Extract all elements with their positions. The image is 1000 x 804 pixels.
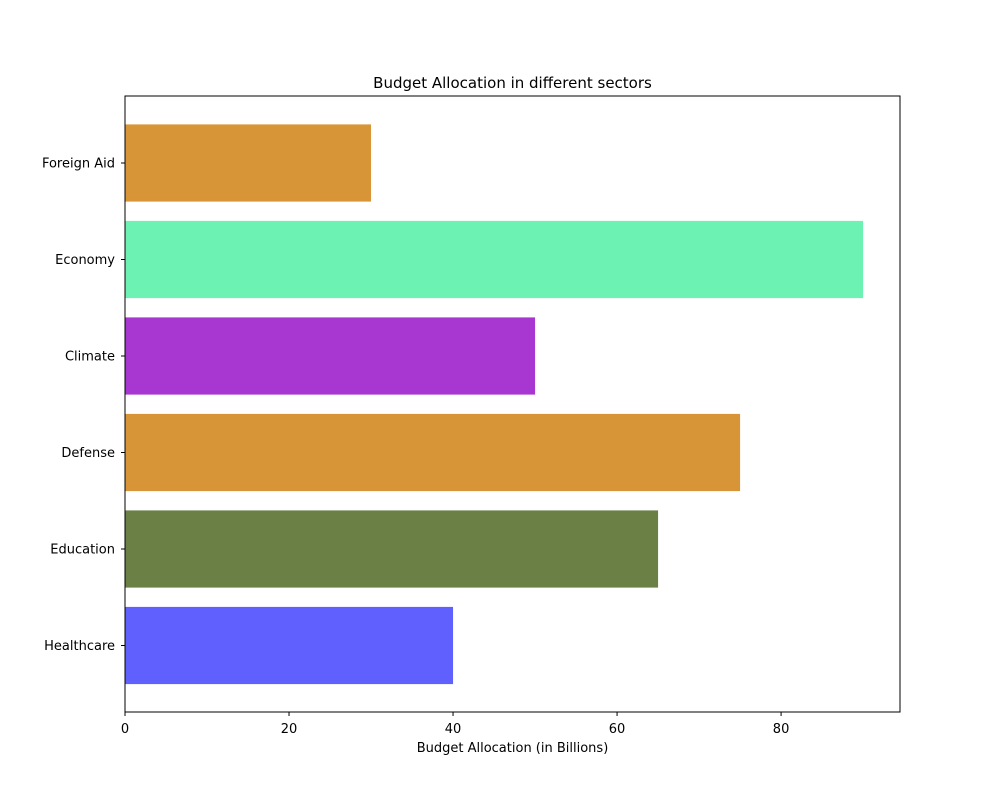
bar-climate xyxy=(125,317,536,395)
bar-economy xyxy=(125,220,864,299)
x-tick-label: 60 xyxy=(609,722,626,737)
x-tick-label: 80 xyxy=(773,722,790,737)
y-tick-label: Foreign Aid xyxy=(42,157,115,172)
y-axis: Healthcare Education Defense Climate Economy… xyxy=(42,157,125,654)
x-axis-label: Budget Allocation (in Billions) xyxy=(417,741,609,756)
x-axis: 0 20 40 60 80 xyxy=(121,712,789,737)
bar-healthcare xyxy=(125,606,454,685)
chart-title: Budget Allocation in different sectors xyxy=(373,74,652,92)
x-tick-label: 20 xyxy=(281,722,298,737)
plot-frame xyxy=(124,95,901,713)
bars-layer xyxy=(125,124,864,685)
bar-education xyxy=(125,510,659,588)
y-tick-label: Defense xyxy=(61,446,115,461)
bar-foreign-aid xyxy=(125,124,372,202)
x-tick-label: 0 xyxy=(121,722,129,737)
bar-defense xyxy=(125,413,741,492)
x-tick-label: 40 xyxy=(445,722,462,737)
y-tick-label: Education xyxy=(50,543,115,558)
y-tick-label: Economy xyxy=(55,253,115,268)
y-tick-label: Climate xyxy=(65,350,115,365)
y-tick-label: Healthcare xyxy=(44,639,115,654)
